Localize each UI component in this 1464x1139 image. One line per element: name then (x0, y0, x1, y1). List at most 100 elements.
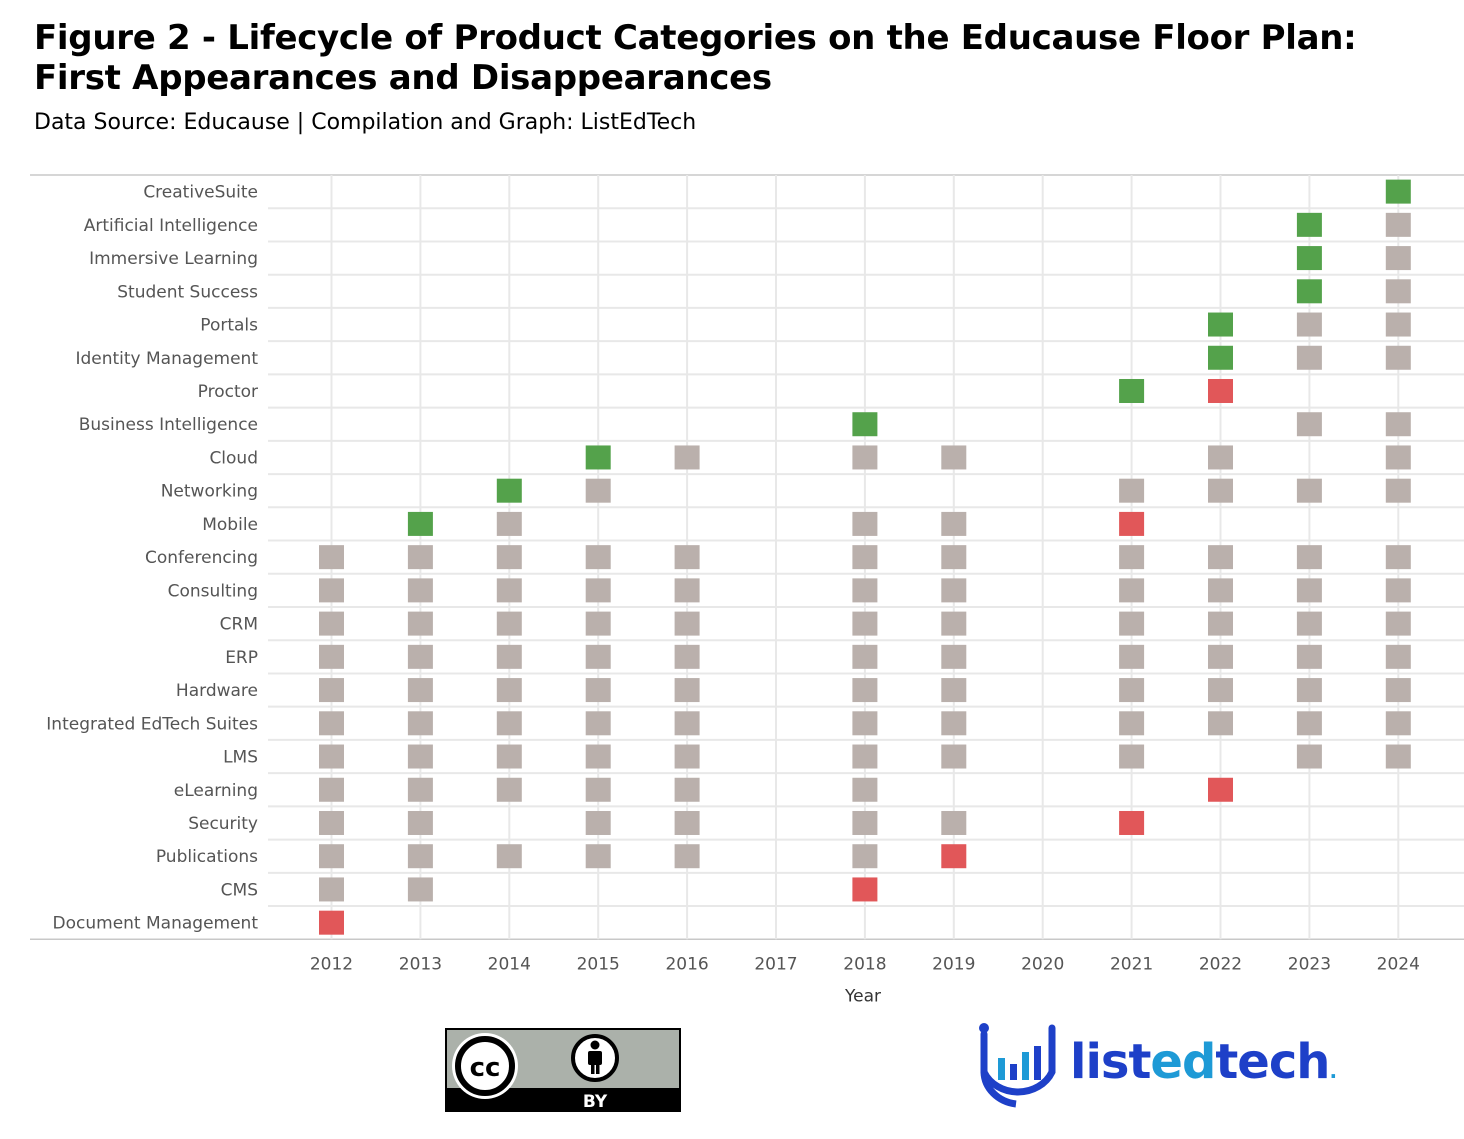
cell-present (319, 611, 344, 636)
x-axis-title: Year (844, 986, 881, 1006)
cell-present (1208, 644, 1233, 669)
cell-present (674, 777, 700, 802)
cell-present (585, 644, 611, 669)
category-label: Document Management (53, 914, 259, 934)
cell-first (1296, 212, 1322, 237)
year-tick-label: 2022 (1199, 954, 1242, 974)
cell-present (1385, 644, 1411, 669)
cell-present (407, 777, 433, 802)
category-label: Security (188, 814, 258, 834)
cell-present (496, 678, 522, 703)
cell-present (852, 844, 878, 869)
year-tick-label: 2018 (843, 954, 886, 974)
cell-present (319, 844, 344, 869)
category-label: Networking (161, 482, 258, 502)
cell-present (1296, 744, 1322, 769)
category-label: Conferencing (145, 548, 258, 568)
cell-present (407, 545, 433, 570)
cell-present (1385, 744, 1411, 769)
year-tick-label: 2020 (1021, 954, 1064, 974)
cell-present (496, 711, 522, 736)
cell-present (1208, 478, 1233, 503)
cell-present (319, 578, 344, 603)
cell-present (852, 578, 878, 603)
cell-present (1119, 611, 1145, 636)
category-label: Artificial Intelligence (84, 216, 258, 236)
cell-first (1296, 246, 1322, 271)
cell-present (1208, 678, 1233, 703)
cell-present (407, 644, 433, 669)
category-label: Publications (156, 847, 258, 867)
cell-present (674, 644, 700, 669)
cell-present (1296, 345, 1322, 370)
cell-present (1208, 578, 1233, 603)
cell-present (852, 810, 878, 835)
cell-present (319, 810, 344, 835)
cell-present (319, 711, 344, 736)
category-label: CRM (220, 615, 258, 635)
category-label: LMS (223, 748, 258, 768)
cell-present (496, 545, 522, 570)
cell-present (407, 844, 433, 869)
cell-present (674, 445, 700, 470)
cell-present (941, 644, 967, 669)
cell-present (674, 844, 700, 869)
cell-present (1119, 478, 1145, 503)
cell-present (852, 744, 878, 769)
cell-present (585, 578, 611, 603)
cell-present (852, 611, 878, 636)
year-tick-label: 2017 (754, 954, 797, 974)
cell-last (1208, 378, 1233, 403)
cell-present (496, 578, 522, 603)
cell-present (852, 545, 878, 570)
year-tick-label: 2024 (1377, 954, 1420, 974)
cell-present (1208, 545, 1233, 570)
cell-present (674, 810, 700, 835)
cell-present (496, 611, 522, 636)
cell-present (674, 545, 700, 570)
cell-present (941, 678, 967, 703)
year-tick-label: 2015 (577, 954, 620, 974)
chart-subtitle: Data Source: Educause | Compilation and … (34, 110, 697, 135)
chart-title-line-2: First Appearances and Disappearances (34, 58, 772, 98)
wordmark-dot: . (1329, 1059, 1337, 1083)
category-label: Business Intelligence (79, 415, 258, 435)
cell-present (1296, 678, 1322, 703)
cell-present (1296, 412, 1322, 437)
category-label: Portals (200, 316, 258, 336)
cell-present (1296, 312, 1322, 337)
cell-present (319, 777, 344, 802)
cell-first (1208, 312, 1233, 337)
cell-present (674, 678, 700, 703)
cell-present (1385, 611, 1411, 636)
cell-present (496, 744, 522, 769)
cell-present (852, 445, 878, 470)
listedtech-logo-icon (979, 1023, 1056, 1108)
cell-present (1208, 611, 1233, 636)
cell-present (319, 678, 344, 703)
category-label: eLearning (174, 781, 258, 801)
cell-present (852, 777, 878, 802)
year-tick-label: 2012 (310, 954, 353, 974)
cell-layer (319, 179, 1411, 935)
cell-present (585, 678, 611, 703)
wordmark-ed: ed (1150, 1034, 1216, 1090)
cell-present (1119, 678, 1145, 703)
cell-present (941, 744, 967, 769)
cell-present (585, 478, 611, 503)
cell-present (1296, 644, 1322, 669)
category-label: Immersive Learning (89, 249, 258, 269)
cell-last (1208, 777, 1233, 802)
cc-by-text: BY (583, 1092, 608, 1112)
cell-present (407, 877, 433, 902)
cell-present (496, 777, 522, 802)
cell-first (1119, 378, 1145, 403)
cell-present (407, 611, 433, 636)
cell-present (319, 744, 344, 769)
cell-present (1296, 711, 1322, 736)
cell-present (941, 611, 967, 636)
cell-present (1296, 545, 1322, 570)
cell-present (319, 644, 344, 669)
cell-present (1296, 611, 1322, 636)
year-tick-label: 2013 (399, 954, 442, 974)
